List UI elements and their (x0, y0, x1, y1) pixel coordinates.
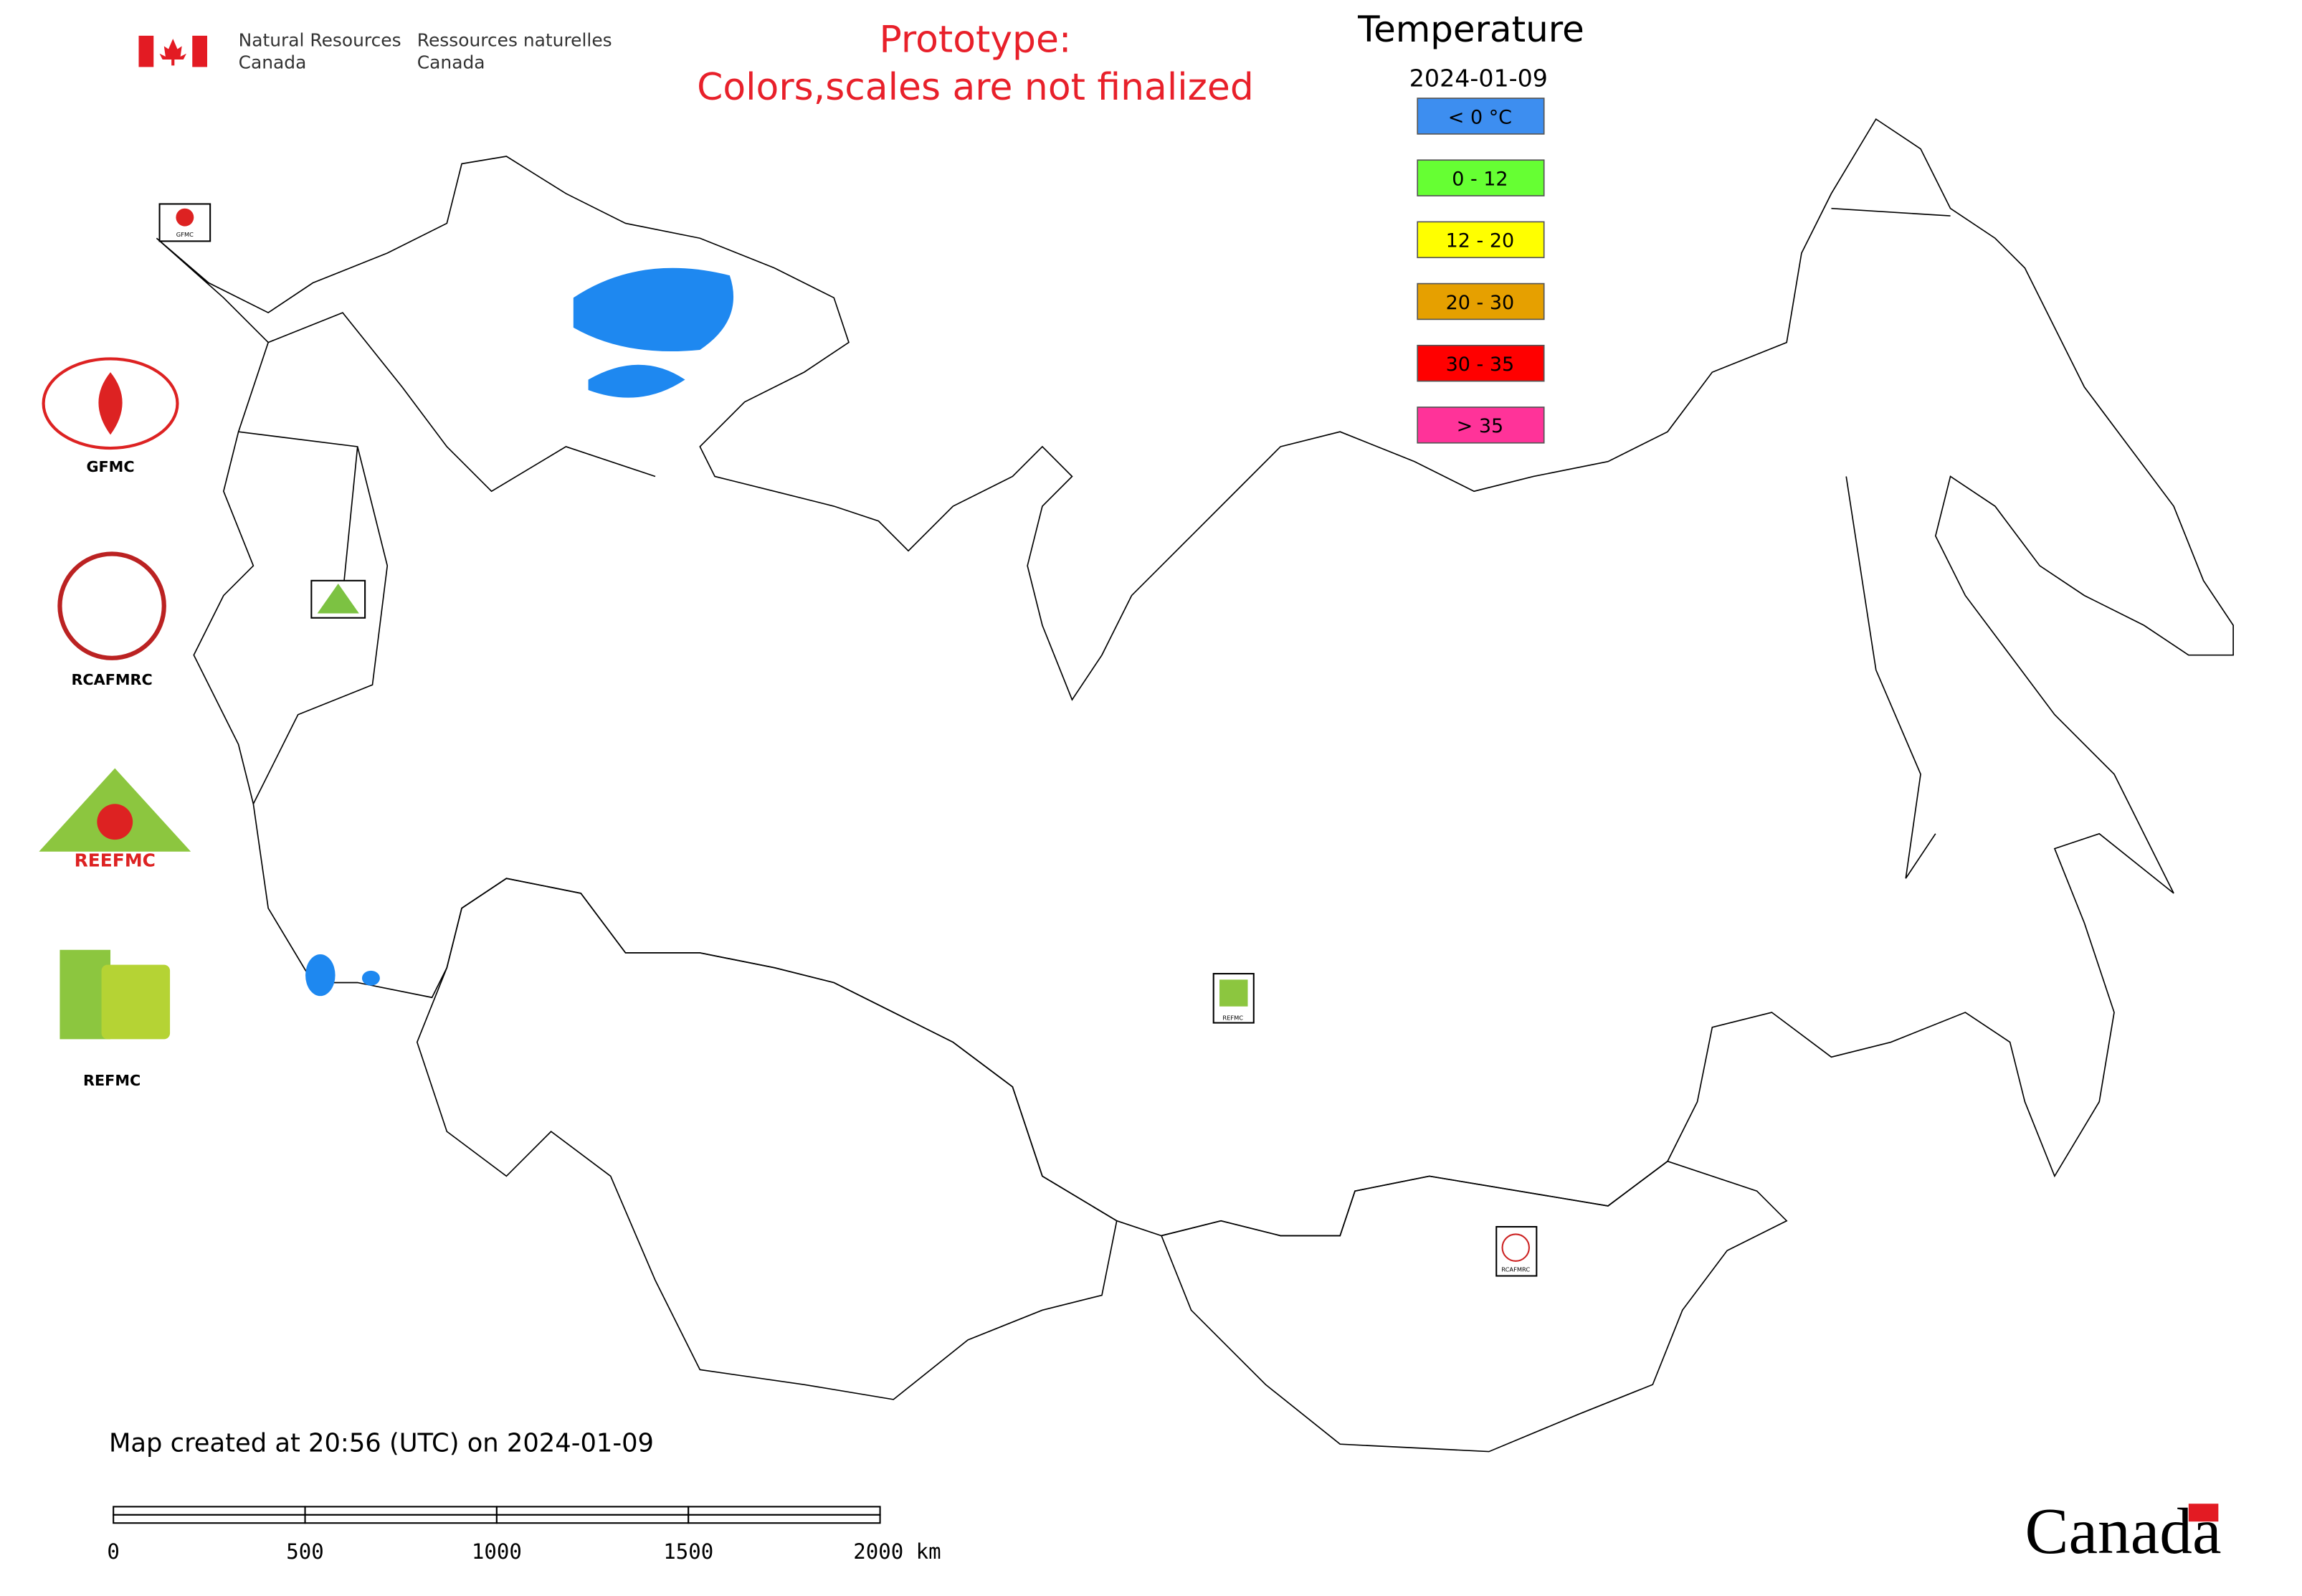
logo-panel: GFMC RCAFMRC REEFMC REFMC (39, 357, 191, 1089)
rcafmrc-logo (57, 551, 166, 660)
scale-segment (495, 1514, 690, 1524)
gfmc-logo (42, 357, 179, 450)
scale-segment (113, 1514, 306, 1524)
legend-title: Temperature (1357, 9, 1584, 50)
department-fr: Canada (417, 52, 485, 73)
flag-bar (138, 35, 154, 67)
legend-label: 12 - 20 (1446, 230, 1515, 252)
scale-segment (304, 1514, 498, 1524)
logo-label: REEFMC (75, 850, 156, 871)
station-marker: GFMC (158, 203, 211, 242)
legend: Temperature 2024-01-09 < 0 °C 0 - 12 12 - … (1357, 9, 1584, 444)
department-en: Natural Resources (239, 29, 401, 50)
created-note: Map created at 20:56 (UTC) on 2024-01-09 (109, 1429, 654, 1458)
station-marker: RCAFMRC (1495, 1225, 1538, 1277)
marker-icon (176, 208, 194, 227)
logo-label: REFMC (83, 1072, 141, 1089)
legend-label: 30 - 35 (1446, 353, 1515, 376)
department-fr: Ressources naturelles (417, 29, 612, 50)
scale-label: 0 (107, 1539, 120, 1564)
reefmc-flame (97, 804, 133, 840)
legend-swatch (1417, 344, 1545, 382)
notice: Colors,scales are not finalized (697, 66, 1254, 109)
legend-label: 0 - 12 (1452, 168, 1508, 191)
cold-area (573, 267, 734, 352)
scale-label: 500 (286, 1539, 324, 1564)
department-en: Canada (239, 52, 307, 73)
scale-label: 1500 (663, 1539, 713, 1564)
logo-label: RCAFMRC (71, 671, 152, 688)
station-marker: REFMC (1212, 972, 1255, 1024)
notice: Prototype: (880, 19, 1072, 62)
wordmark-flag (2188, 1504, 2219, 1522)
legend-label: 20 - 30 (1446, 292, 1515, 314)
mongolia-outline (1160, 1160, 1788, 1453)
scale-segment (688, 1506, 881, 1516)
station-marker (310, 579, 366, 619)
border (238, 207, 1951, 879)
map: GFMC REFMC RCAFMRC (156, 118, 2234, 1453)
gfmc-flame (98, 372, 123, 435)
kazakhstan-outline (416, 878, 1118, 1400)
legend-swatch (1417, 407, 1545, 444)
cold-area (361, 970, 380, 986)
scale-label: 1000 (472, 1539, 522, 1564)
marker-icon (1219, 979, 1248, 1007)
legend-swatch (1417, 98, 1545, 135)
legend-swatch (1417, 159, 1545, 196)
flag-bar (192, 35, 208, 67)
cold-area (305, 954, 336, 997)
refmc-logo (101, 964, 171, 1040)
legend-swatch (1417, 282, 1545, 320)
legend-label: > 35 (1457, 415, 1504, 437)
scale-segment (304, 1506, 498, 1516)
logo-label: GFMC (86, 458, 134, 475)
scale-segment (113, 1506, 306, 1516)
scale-segment (688, 1514, 881, 1524)
legend-label: < 0 °C (1448, 106, 1512, 128)
marker-label: REFMC (1222, 1014, 1243, 1021)
cold-area (588, 364, 685, 398)
scale-bar: 0 500 1000 1500 2000 km (107, 1506, 941, 1564)
scale-segment (495, 1506, 690, 1516)
marker-label: RCAFMRC (1501, 1265, 1530, 1273)
nrcan-signature: Natural Resources Canada Ressources natu… (138, 29, 612, 73)
marker-label: GFMC (176, 231, 194, 238)
russia-outline (156, 118, 2234, 1237)
marker-icon (317, 583, 359, 614)
legend-date: 2024-01-09 (1409, 64, 1548, 92)
maple-leaf (159, 38, 186, 66)
scale-label: 2000 km (853, 1539, 941, 1564)
legend-swatch (1417, 221, 1545, 259)
marker-icon (1501, 1233, 1530, 1262)
